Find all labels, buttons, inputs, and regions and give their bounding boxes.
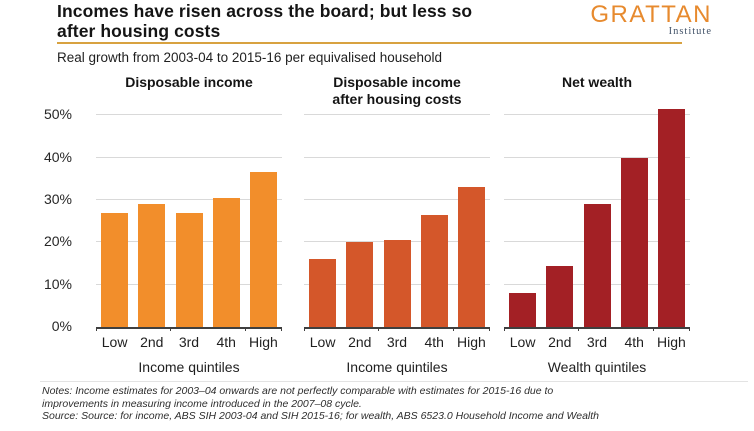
x-label-2nd: 2nd xyxy=(548,334,572,350)
figure-title: Incomes have risen across the board; but… xyxy=(57,1,473,41)
x-label-4th: 4th xyxy=(424,334,444,350)
x-axis-tick xyxy=(304,327,305,331)
y-axis-label-30pct: 30% xyxy=(43,190,72,207)
bar-low xyxy=(309,259,337,327)
x-axis-tick xyxy=(504,327,505,331)
x-axis-tick xyxy=(281,327,282,331)
y-axis-label-20pct: 20% xyxy=(43,233,72,250)
bar-4th xyxy=(420,214,448,327)
chart-panel-1: Disposable income Low 2nd 3rd 4th High Income … xyxy=(96,74,282,375)
title-divider-rule xyxy=(57,42,682,44)
x-axis-tick xyxy=(489,327,490,331)
x-label-low: Low xyxy=(509,334,536,350)
panel-title: Disposable income xyxy=(125,74,253,90)
grattan-logo-tagline: Institute xyxy=(668,26,712,37)
bar-4th xyxy=(212,197,240,327)
x-axis-labels: Low 2nd 3rd 4th High xyxy=(96,333,282,353)
bar-low xyxy=(509,293,537,327)
plot-area xyxy=(304,110,490,329)
bar-3rd xyxy=(583,204,611,327)
bar-high xyxy=(657,108,685,327)
x-label-low: Low xyxy=(101,334,128,350)
x-label-high: High xyxy=(656,334,686,350)
figure-subtitle: Real growth from 2003-04 to 2015-16 per … xyxy=(57,50,443,65)
x-axis-tick xyxy=(170,327,172,331)
x-axis-tick xyxy=(378,327,380,331)
y-axis-label-50pct: 50% xyxy=(43,106,72,123)
panel-title: Disposable income after housing costs xyxy=(332,74,462,107)
bar-2nd xyxy=(346,242,374,327)
bar-3rd xyxy=(175,212,203,327)
chart-panel-3: Net wealth Low 2nd 3rd 4th High Wealth quintil… xyxy=(504,74,690,375)
notes-line: Notes: Income estimates for 2003–04 onwa… xyxy=(42,385,554,397)
x-axis-title: Income quintiles xyxy=(346,359,448,375)
x-axis-title: Income quintiles xyxy=(138,359,240,375)
notes-divider-rule xyxy=(40,381,748,382)
x-label-3rd: 3rd xyxy=(178,334,200,350)
chart-panel-2: Disposable income after housing costs Low… xyxy=(304,74,490,375)
x-label-high: High xyxy=(248,334,278,350)
bar-4th xyxy=(620,157,648,327)
bar-2nd xyxy=(138,204,166,327)
x-axis-tick xyxy=(578,327,580,331)
notes-and-source: Notes: Income estimates for 2003–04 onwa… xyxy=(42,385,742,423)
y-axis-label-10pct: 10% xyxy=(43,275,72,292)
x-label-low: Low xyxy=(309,334,336,350)
panel-title: Net wealth xyxy=(561,74,632,90)
bar-2nd xyxy=(546,265,574,327)
x-axis-tick xyxy=(689,327,690,331)
gridline-50pct xyxy=(96,114,282,116)
gridline-40pct xyxy=(504,156,690,158)
x-axis-tick xyxy=(452,327,454,331)
x-axis-tick xyxy=(96,327,97,331)
x-axis-tick xyxy=(244,327,246,331)
y-axis-label-40pct: 40% xyxy=(43,148,72,165)
gridline-40pct xyxy=(96,156,282,158)
bar-low xyxy=(101,212,129,327)
gridline-50pct xyxy=(504,114,690,116)
x-label-2nd: 2nd xyxy=(140,334,164,350)
bar-high xyxy=(457,187,485,327)
gridline-40pct xyxy=(304,156,490,158)
x-axis-labels: Low 2nd 3rd 4th High xyxy=(304,333,490,353)
grattan-logo: GRATTAN Institute xyxy=(590,1,712,38)
gridline-30pct xyxy=(304,198,490,200)
x-label-4th: 4th xyxy=(624,334,644,350)
x-label-high: High xyxy=(456,334,486,350)
gridline-30pct xyxy=(96,198,282,200)
bar-high xyxy=(249,172,277,327)
y-axis-label-0pct: 0% xyxy=(51,318,72,334)
plot-area xyxy=(504,108,690,329)
source-line: Source: Source: for income, ABS SIH 2003… xyxy=(42,410,600,422)
grattan-logo-wordmark: GRATTAN xyxy=(590,1,712,28)
x-axis-labels: Low 2nd 3rd 4th High xyxy=(504,333,690,353)
x-axis-title: Wealth quintiles xyxy=(547,359,647,375)
bar-3rd xyxy=(383,240,411,327)
x-label-3rd: 3rd xyxy=(586,334,608,350)
y-axis: 0% 10% 20% 30% 40% 50% xyxy=(26,106,72,334)
notes-line: improvements in measuring income introdu… xyxy=(42,397,362,410)
gridline-50pct xyxy=(304,114,490,116)
x-label-3rd: 3rd xyxy=(386,334,408,350)
x-label-2nd: 2nd xyxy=(348,334,372,350)
gridline-30pct xyxy=(504,198,690,200)
x-axis-tick xyxy=(652,327,654,331)
x-label-4th: 4th xyxy=(216,334,236,350)
plot-area xyxy=(96,110,282,329)
